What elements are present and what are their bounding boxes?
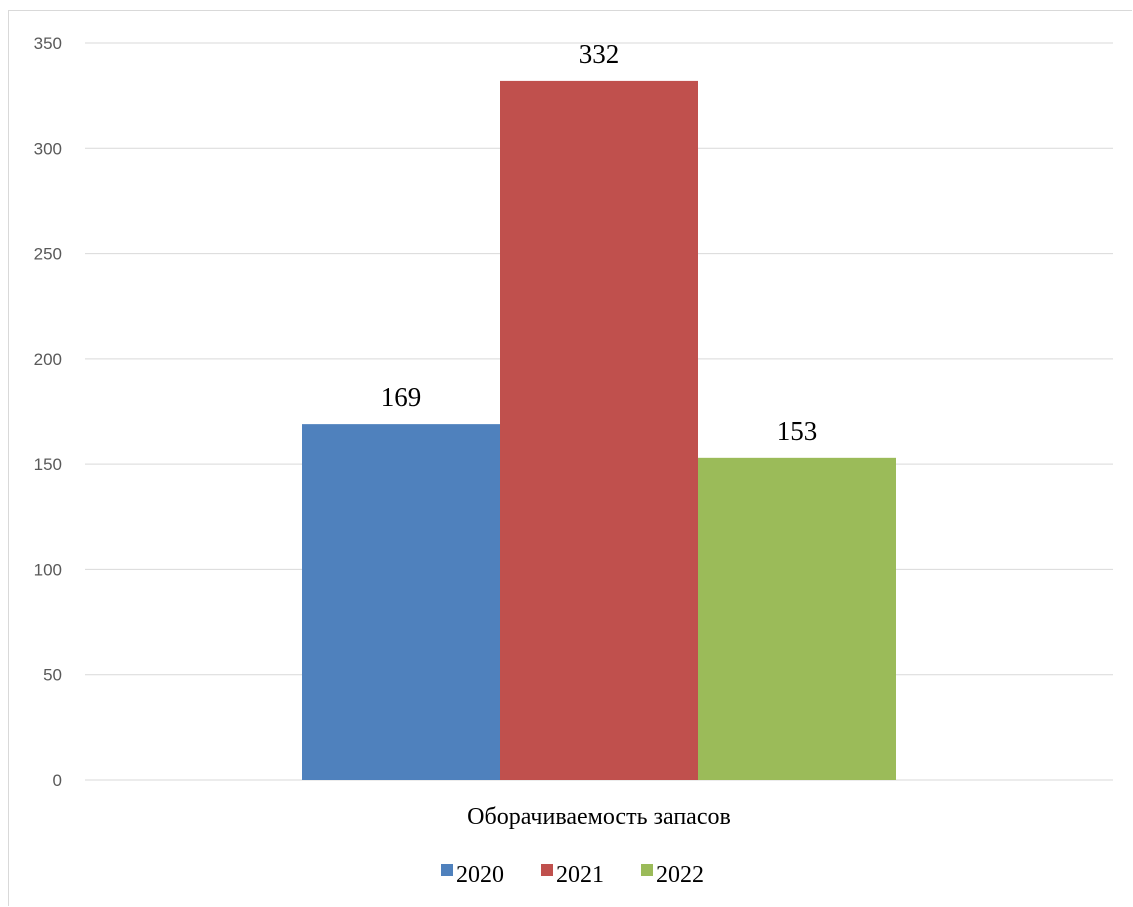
- legend-label-2020: 2020: [456, 862, 504, 888]
- legend-swatch-2020: [441, 864, 453, 876]
- bar-2021: [500, 80, 698, 781]
- bar-2022: [698, 457, 896, 780]
- y-tick-label: 350: [34, 34, 62, 53]
- legend: 2020 2021 2022: [441, 862, 704, 888]
- y-tick-label: 50: [43, 666, 62, 685]
- bars: [302, 80, 896, 781]
- legend-swatch-2021: [541, 864, 553, 876]
- y-tick-label: 200: [34, 350, 62, 369]
- data-label-2022: 153: [777, 416, 818, 446]
- chart-frame: [8, 10, 1132, 906]
- bar-2020: [302, 424, 500, 780]
- category-label: Оборачиваемость запасов: [467, 804, 731, 830]
- y-tick-label: 250: [34, 245, 62, 264]
- y-axis-tick-labels: 0 50 100 150 200 250 300 350: [34, 34, 62, 790]
- y-tick-label: 100: [34, 560, 62, 579]
- legend-label-2022: 2022: [656, 862, 704, 888]
- data-labels: 169 332 153: [381, 39, 818, 446]
- data-label-2020: 169: [381, 382, 422, 412]
- y-tick-label: 0: [53, 771, 62, 790]
- y-tick-label: 300: [34, 139, 62, 158]
- data-label-2021: 332: [579, 39, 620, 69]
- y-tick-label: 150: [34, 455, 62, 474]
- legend-label-2021: 2021: [556, 862, 604, 888]
- legend-swatch-2022: [641, 864, 653, 876]
